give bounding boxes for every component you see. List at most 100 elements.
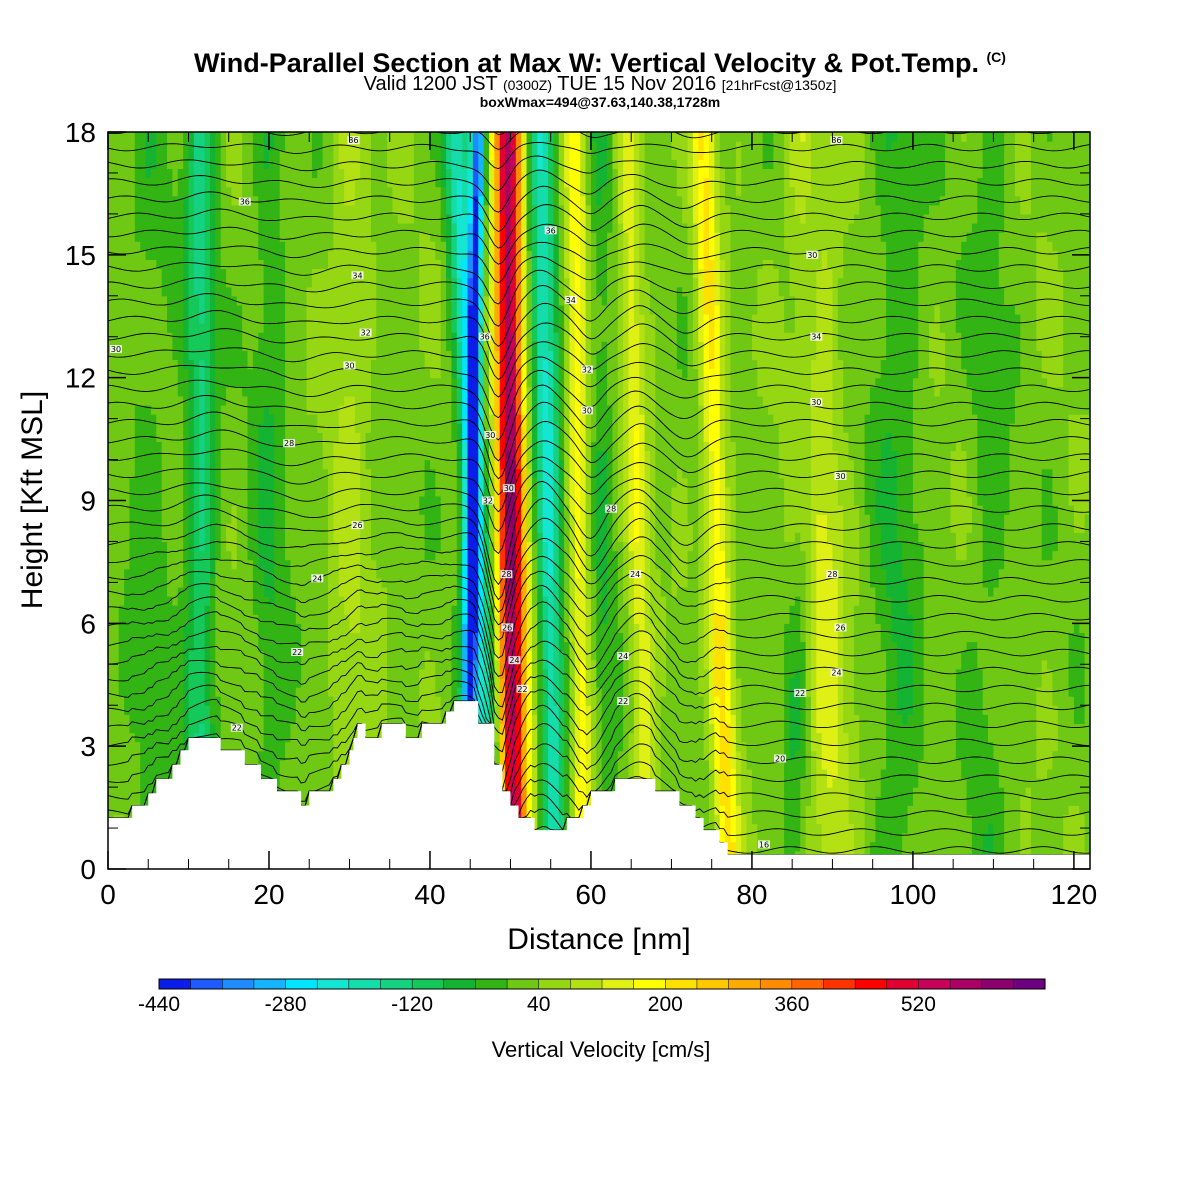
velocity-cell xyxy=(1047,468,1054,561)
velocity-cell xyxy=(1036,132,1043,233)
velocity-cell xyxy=(167,596,173,788)
velocity-cell xyxy=(945,132,952,869)
velocity-cell xyxy=(816,823,823,869)
velocity-cell xyxy=(446,350,453,806)
velocity-cell xyxy=(993,132,1000,588)
velocity-cell xyxy=(682,132,689,224)
velocity-cell xyxy=(456,132,463,179)
velocity-cell xyxy=(140,250,147,406)
velocity-cell xyxy=(494,741,501,770)
velocity-cell xyxy=(311,177,318,270)
velocity-cell xyxy=(639,313,646,415)
colorbar-swatch xyxy=(316,978,350,990)
velocity-cell xyxy=(977,132,984,179)
contour-label: 36 xyxy=(544,226,557,235)
velocity-cell xyxy=(403,222,410,806)
velocity-cell xyxy=(784,332,791,543)
velocity-cell xyxy=(505,523,512,606)
velocity-cell xyxy=(676,286,683,370)
velocity-cell xyxy=(1020,796,1027,869)
velocity-cell xyxy=(419,350,426,497)
velocity-cell xyxy=(891,132,898,142)
contour-label: 36 xyxy=(347,136,360,145)
velocity-cell xyxy=(338,404,345,597)
velocity-cell xyxy=(1047,768,1054,869)
valid-date: TUE 15 Nov 2016 xyxy=(557,73,717,95)
velocity-cell xyxy=(601,186,608,306)
velocity-cell xyxy=(929,132,935,206)
theta-contour xyxy=(108,657,1090,753)
velocity-cell xyxy=(349,395,356,634)
velocity-cell xyxy=(843,732,850,869)
velocity-cell xyxy=(709,368,715,452)
theta-contour xyxy=(108,700,1090,794)
velocity-cell xyxy=(129,732,136,869)
velocity-cell xyxy=(258,650,265,752)
velocity-cell xyxy=(145,404,152,869)
velocity-cell xyxy=(1030,132,1037,869)
velocity-cell xyxy=(451,332,458,379)
velocity-cell xyxy=(435,377,442,497)
velocity-cell xyxy=(848,222,855,461)
velocity-cell xyxy=(510,150,517,169)
velocity-cell xyxy=(424,368,431,461)
velocity-cell xyxy=(751,132,758,315)
colorbar-swatch xyxy=(696,978,730,990)
velocity-cell xyxy=(204,605,211,706)
velocity-cell xyxy=(521,559,528,788)
velocity-cell xyxy=(939,132,946,197)
velocity-cell xyxy=(306,414,313,869)
velocity-cell xyxy=(177,132,184,169)
velocity-cell xyxy=(929,323,935,379)
velocity-cell xyxy=(971,222,978,415)
velocity-cell xyxy=(526,386,533,470)
velocity-cell xyxy=(692,150,699,224)
velocity-cell xyxy=(150,168,157,260)
velocity-cell xyxy=(896,132,903,543)
velocity-cell xyxy=(832,132,839,452)
theta-contour xyxy=(108,570,1090,659)
velocity-cell xyxy=(950,132,957,452)
velocity-cell xyxy=(773,423,780,869)
contour-label: 24 xyxy=(629,570,642,579)
velocity-cell xyxy=(467,132,474,169)
velocity-cell xyxy=(703,668,710,761)
terrain xyxy=(108,701,1090,869)
velocity-cell xyxy=(338,168,345,406)
velocity-cell xyxy=(875,523,882,624)
contour-label: 30 xyxy=(502,484,515,493)
velocity-cell xyxy=(456,277,463,342)
theta-contour xyxy=(108,302,1090,365)
velocity-cell xyxy=(236,132,243,206)
velocity-cell xyxy=(725,204,732,488)
velocity-cell xyxy=(252,614,259,788)
velocity-cell xyxy=(134,241,141,406)
velocity-cell xyxy=(494,705,501,743)
velocity-cell xyxy=(714,304,721,615)
velocity-cell xyxy=(1084,132,1090,415)
velocity-cell xyxy=(542,359,549,543)
velocity-cell xyxy=(848,459,855,825)
colorbar-frame xyxy=(158,978,1046,990)
valid-time-line: Valid 1200 JST (0300Z) TUE 15 Nov 2016 [… xyxy=(0,74,1200,95)
velocity-cell xyxy=(349,632,356,816)
velocity-cell xyxy=(231,132,238,206)
svg-text:24: 24 xyxy=(630,570,640,579)
velocity-cell xyxy=(961,650,968,779)
velocity-cell xyxy=(961,141,968,242)
velocity-cell xyxy=(129,477,136,734)
velocity-cell xyxy=(564,132,571,188)
velocity-cell xyxy=(676,132,683,197)
contour-label: 34 xyxy=(351,271,364,280)
theta-contour xyxy=(493,132,506,136)
svg-text:22: 22 xyxy=(618,697,628,706)
velocity-cell xyxy=(1052,505,1059,552)
velocity-cell xyxy=(451,277,458,333)
velocity-cell xyxy=(199,359,206,552)
velocity-cell xyxy=(263,168,270,406)
velocity-cell xyxy=(703,441,710,670)
velocity-cell xyxy=(537,586,544,643)
velocity-cell xyxy=(306,132,313,288)
velocity-cell xyxy=(462,623,469,715)
velocity-cell xyxy=(821,132,828,251)
